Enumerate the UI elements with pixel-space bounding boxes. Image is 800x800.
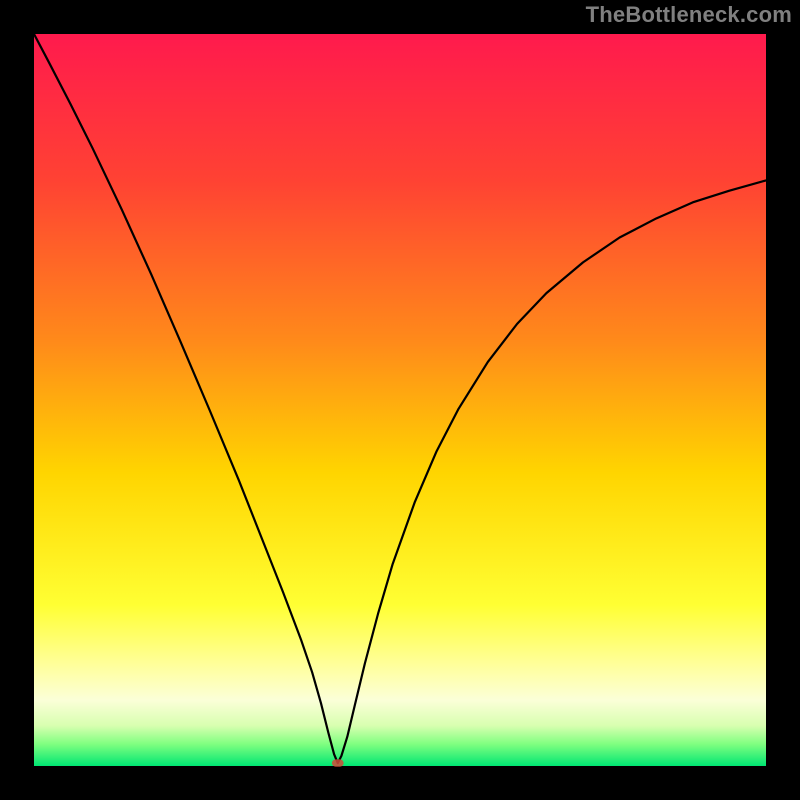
chart-container: TheBottleneck.com (0, 0, 800, 800)
sweet-spot-marker (332, 759, 344, 766)
bottleneck-chart (0, 0, 800, 800)
plot-background (34, 34, 766, 766)
watermark-text: TheBottleneck.com (586, 2, 792, 28)
